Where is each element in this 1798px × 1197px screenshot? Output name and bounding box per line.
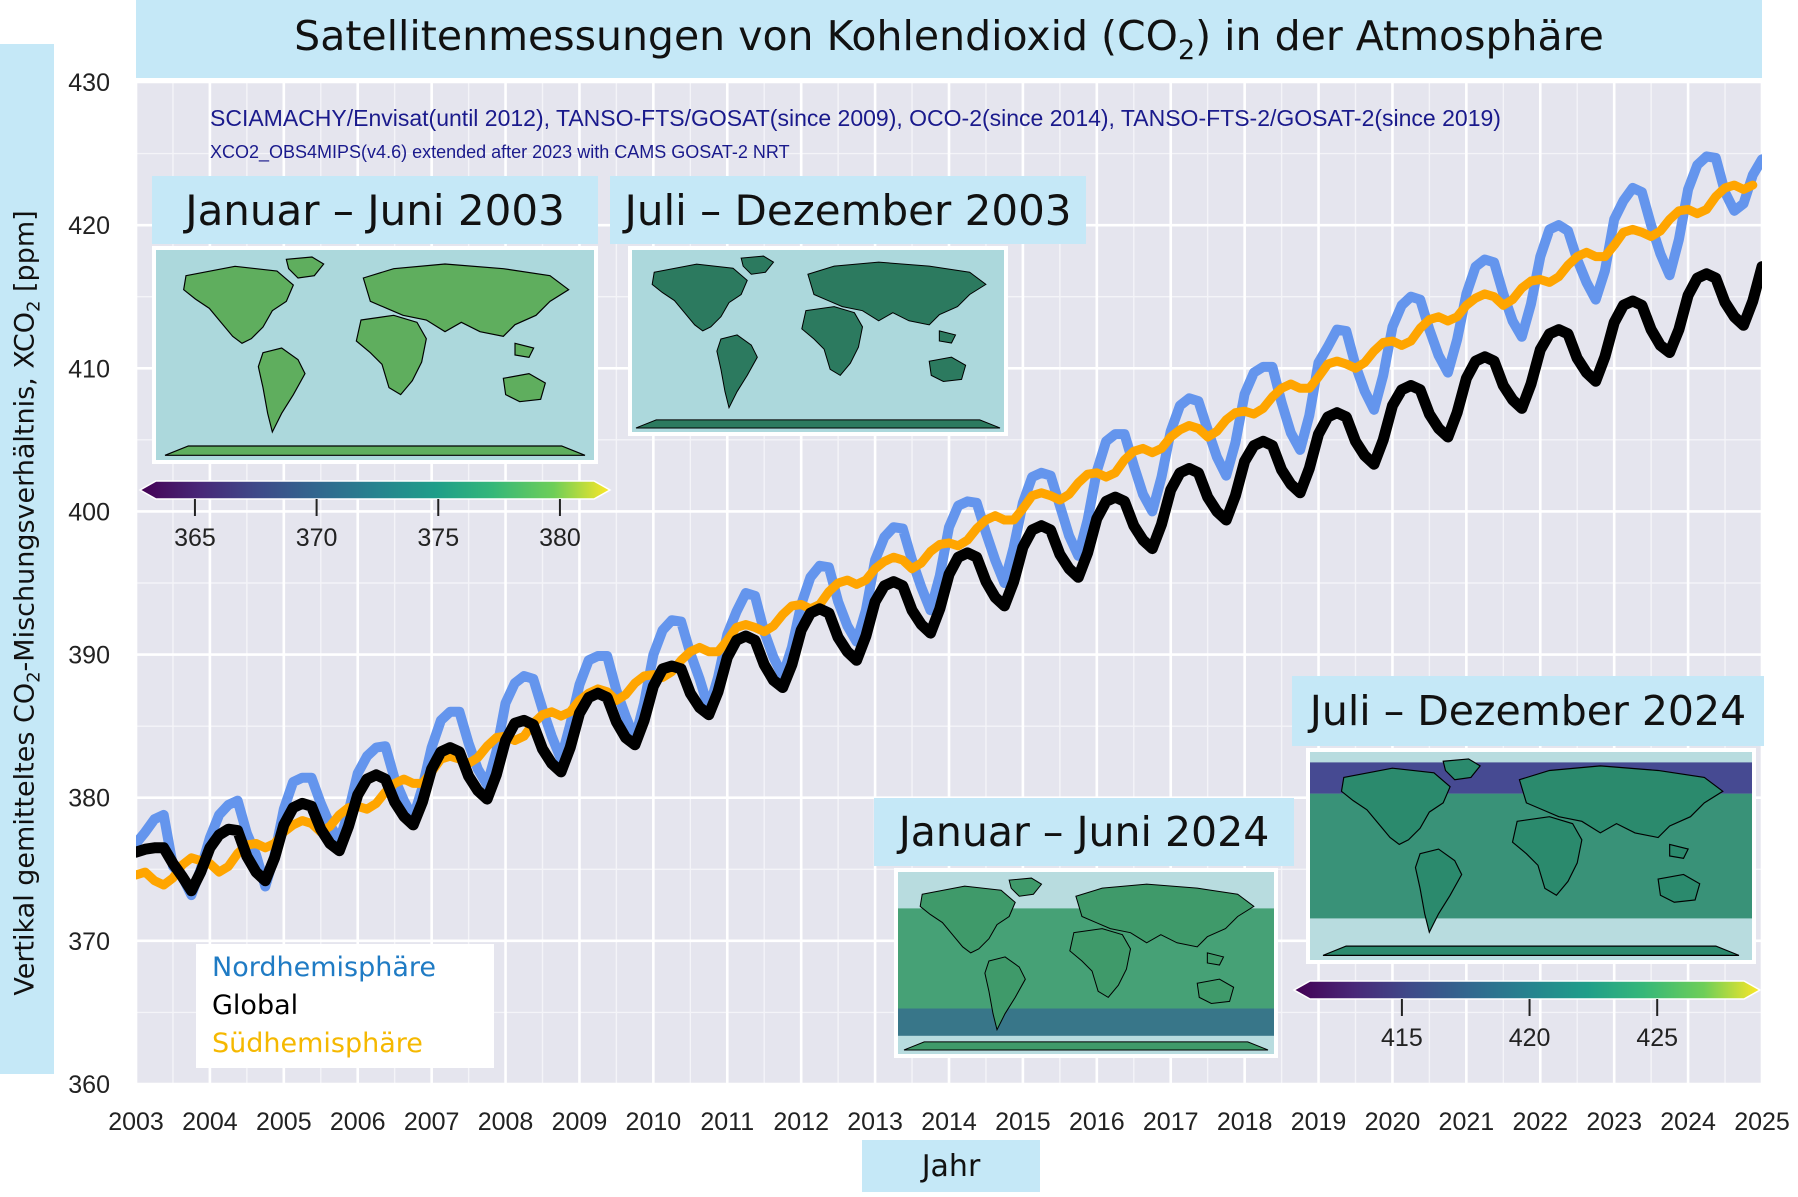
x-tick-label: 2019 <box>1291 1108 1347 1136</box>
source-line-1: SCIAMACHY/Envisat(until 2012), TANSO-FTS… <box>210 105 1501 131</box>
x-tick-label: 2024 <box>1660 1108 1716 1136</box>
x-tick-label: 2011 <box>700 1108 754 1136</box>
x-tick-label: 2003 <box>108 1108 164 1136</box>
x-tick-label: 2007 <box>404 1108 460 1136</box>
chart-title: Satellitenmessungen von Kohlendioxid (CO… <box>136 0 1762 78</box>
map-jan-jun-2024 <box>894 868 1278 1058</box>
x-tick-label: 2021 <box>1439 1108 1495 1136</box>
x-tick-label: 2009 <box>552 1108 608 1136</box>
colorbar-tick-label: 420 <box>1509 1024 1551 1052</box>
y-tick-label: 400 <box>68 498 110 526</box>
y-tick-label: 410 <box>68 355 110 383</box>
x-tick-label: 2016 <box>1069 1108 1125 1136</box>
colorbar-tick-label: 415 <box>1381 1024 1423 1052</box>
legend-item-north: Nordhemisphäre <box>212 952 436 983</box>
x-tick-label: 2023 <box>1586 1108 1642 1136</box>
map-jul-dec-2003 <box>628 246 1008 436</box>
y-tick-label: 430 <box>68 69 110 97</box>
x-tick-label: 2025 <box>1734 1108 1790 1136</box>
map-jul-dec-2024 <box>1306 748 1756 964</box>
legend-item-south: Südhemisphäre <box>212 1028 423 1059</box>
y-axis-label-box: Vertikal gemitteltes CO2-Mischungsverhäl… <box>0 44 54 1074</box>
y-tick-label: 370 <box>68 928 110 956</box>
x-tick-label: 2012 <box>773 1108 829 1136</box>
series-line-north <box>136 151 1762 901</box>
colorbar-gradient <box>138 480 612 500</box>
x-tick-label: 2010 <box>626 1108 682 1136</box>
x-tick-label: 2008 <box>478 1108 534 1136</box>
map-data-band <box>898 1008 1274 1036</box>
y-tick-label: 390 <box>68 642 110 670</box>
y-tick-label: 380 <box>68 785 110 813</box>
x-tick-label: 2017 <box>1143 1108 1199 1136</box>
colorbar-tick-label: 365 <box>174 524 216 552</box>
inset-title-jan-jun-2024: Januar – Juni 2024 <box>874 798 1294 866</box>
inset-title-jul-dec-2024: Juli – Dezember 2024 <box>1292 676 1764 746</box>
inset-title-jul-dec-2003: Juli – Dezember 2003 <box>610 176 1086 244</box>
y-axis-label: Vertikal gemitteltes CO2-Mischungsverhäl… <box>9 210 45 996</box>
x-tick-label: 2018 <box>1217 1108 1273 1136</box>
colorbar-2003: 365 370 375 380 <box>138 480 612 552</box>
x-tick-label: 2015 <box>995 1108 1051 1136</box>
x-tick-label: 2013 <box>847 1108 903 1136</box>
legend: Nordhemisphäre Global Südhemisphäre <box>196 944 494 1068</box>
series-line-south <box>136 180 1758 890</box>
series-group <box>136 151 1762 901</box>
map-jan-jun-2003 <box>152 246 598 464</box>
colorbar-tick-label: 370 <box>296 524 338 552</box>
x-tick-label: 2014 <box>921 1108 977 1136</box>
x-tick-label: 2005 <box>256 1108 312 1136</box>
x-tick-label: 2020 <box>1365 1108 1421 1136</box>
colorbar-tick-label: 375 <box>417 524 459 552</box>
inset-title-jan-jun-2003: Januar – Juni 2003 <box>152 176 598 244</box>
x-tick-label: 2006 <box>330 1108 386 1136</box>
legend-item-global: Global <box>212 990 299 1021</box>
chart-title-text: Satellitenmessungen von Kohlendioxid (CO… <box>294 11 1604 67</box>
x-axis-label: Jahr <box>862 1140 1040 1192</box>
colorbar-tick-label: 425 <box>1636 1024 1678 1052</box>
series-line-global <box>136 261 1762 897</box>
colorbar-gradient <box>1292 980 1762 1000</box>
x-tick-label: 2022 <box>1512 1108 1568 1136</box>
x-tick-label: 2004 <box>182 1108 238 1136</box>
colorbar-2024: 415 420 425 <box>1292 980 1762 1052</box>
source-line-2: XCO2_OBS4MIPS(v4.6) extended after 2023 … <box>210 142 790 163</box>
y-tick-label: 420 <box>68 212 110 240</box>
y-tick-label: 360 <box>68 1071 110 1099</box>
colorbar-tick-label: 380 <box>539 524 581 552</box>
